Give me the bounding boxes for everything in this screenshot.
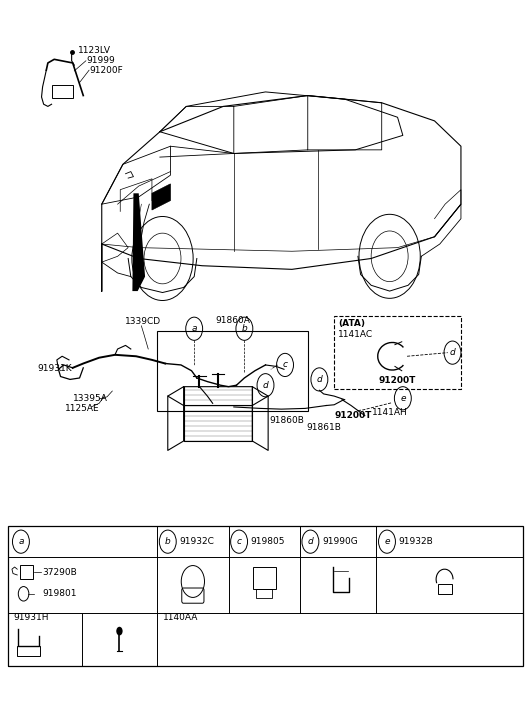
Circle shape	[116, 627, 123, 635]
Text: d: d	[316, 375, 322, 384]
Text: d: d	[263, 381, 268, 390]
Text: 13395A: 13395A	[73, 395, 108, 403]
Text: c: c	[282, 361, 288, 369]
Bar	[8, 526, 523, 666]
Text: (ATA): (ATA)	[338, 319, 365, 328]
Text: a: a	[18, 537, 24, 546]
Text: 1140AA: 1140AA	[162, 613, 198, 622]
Text: b: b	[165, 537, 170, 546]
Text: 91861B: 91861B	[307, 423, 341, 432]
Text: 91931K: 91931K	[37, 364, 72, 373]
Text: 1123LV: 1123LV	[78, 46, 111, 55]
Bar	[52, 85, 73, 98]
Bar	[20, 565, 33, 579]
Text: 91860B: 91860B	[270, 416, 305, 425]
Bar	[256, 589, 272, 598]
Text: e: e	[400, 394, 406, 403]
Bar	[438, 584, 452, 594]
Text: 91990G: 91990G	[322, 537, 358, 546]
Text: 1141AH: 1141AH	[372, 409, 408, 417]
Text: 91932B: 91932B	[399, 537, 433, 546]
Text: 91932C: 91932C	[179, 537, 215, 546]
Text: b: b	[242, 324, 247, 333]
Text: 37290B: 37290B	[42, 568, 78, 577]
Text: 91931H: 91931H	[13, 613, 48, 622]
Bar	[253, 567, 276, 589]
Text: 91999: 91999	[87, 56, 115, 65]
Text: c: c	[237, 537, 242, 546]
Text: d: d	[450, 348, 456, 357]
Text: 91860A: 91860A	[215, 316, 250, 325]
Bar	[17, 646, 40, 656]
Text: 1141AC: 1141AC	[338, 330, 373, 339]
Text: 919801: 919801	[42, 590, 77, 598]
Polygon shape	[132, 193, 145, 291]
Bar	[334, 316, 461, 389]
Text: 1125AE: 1125AE	[65, 404, 99, 413]
Bar	[157, 331, 308, 411]
Polygon shape	[152, 184, 170, 210]
Text: 91200T: 91200T	[379, 376, 416, 385]
Text: d: d	[307, 537, 313, 546]
Text: 919805: 919805	[251, 537, 285, 546]
Text: 91200T: 91200T	[334, 411, 372, 420]
Text: 91200F: 91200F	[90, 65, 123, 75]
Text: e: e	[384, 537, 390, 546]
Text: 1339CD: 1339CD	[125, 317, 161, 326]
Text: a: a	[192, 324, 197, 333]
